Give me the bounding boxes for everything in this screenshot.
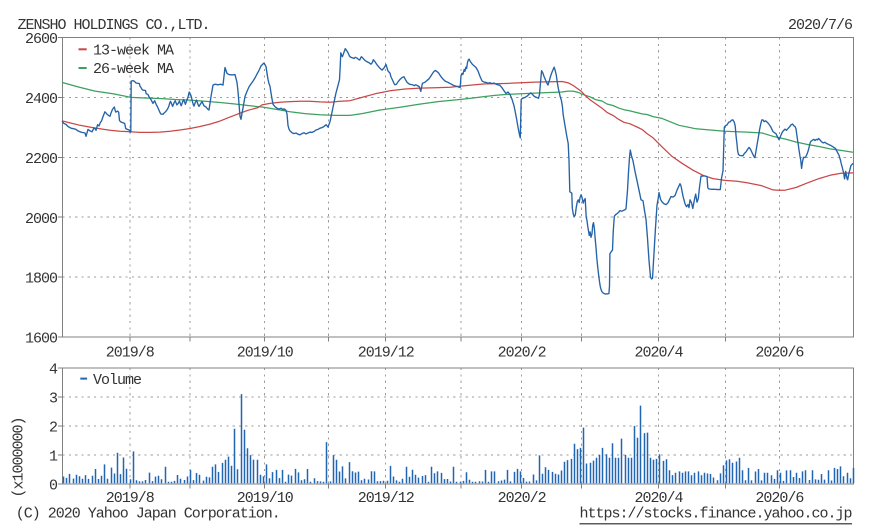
svg-text:13-week MA: 13-week MA [93, 43, 174, 60]
svg-text:3: 3 [49, 391, 58, 408]
svg-text:2020/4: 2020/4 [634, 490, 683, 507]
svg-text:(C) 2020 Yahoo Japan Corporati: (C) 2020 Yahoo Japan Corporation. [16, 506, 280, 523]
svg-text:2400: 2400 [25, 91, 58, 108]
svg-text:2020/6: 2020/6 [755, 490, 804, 507]
svg-text:1800: 1800 [25, 271, 58, 288]
svg-text:2019/10: 2019/10 [237, 344, 294, 361]
svg-text:2020/4: 2020/4 [634, 344, 683, 361]
svg-text:2019/8: 2019/8 [106, 490, 155, 507]
svg-text:(x1000000): (x1000000) [11, 417, 28, 497]
svg-text:2000: 2000 [25, 211, 58, 228]
svg-text:2019/12: 2019/12 [358, 344, 414, 361]
svg-text:1: 1 [49, 448, 58, 465]
svg-text:2200: 2200 [25, 151, 58, 168]
svg-text:2600: 2600 [25, 31, 58, 48]
svg-text:1600: 1600 [25, 331, 58, 348]
svg-text:26-week MA: 26-week MA [93, 61, 174, 78]
svg-text:Volume: Volume [93, 372, 142, 389]
svg-text:https://stocks.finance.yahoo.c: https://stocks.finance.yahoo.co.jp [580, 506, 852, 523]
svg-text:2019/8: 2019/8 [106, 344, 155, 361]
svg-text:2020/2: 2020/2 [498, 344, 546, 361]
svg-text:2020/7/6: 2020/7/6 [788, 17, 853, 34]
svg-text:2020/2: 2020/2 [498, 490, 546, 507]
svg-text:2020/6: 2020/6 [755, 344, 804, 361]
svg-text:2019/12: 2019/12 [358, 490, 414, 507]
svg-text:2019/10: 2019/10 [237, 490, 294, 507]
svg-text:4: 4 [49, 362, 58, 379]
svg-text:0: 0 [49, 477, 58, 494]
svg-text:ZENSHO HOLDINGS CO.,LTD.: ZENSHO HOLDINGS CO.,LTD. [18, 17, 210, 34]
svg-text:2: 2 [49, 420, 57, 437]
